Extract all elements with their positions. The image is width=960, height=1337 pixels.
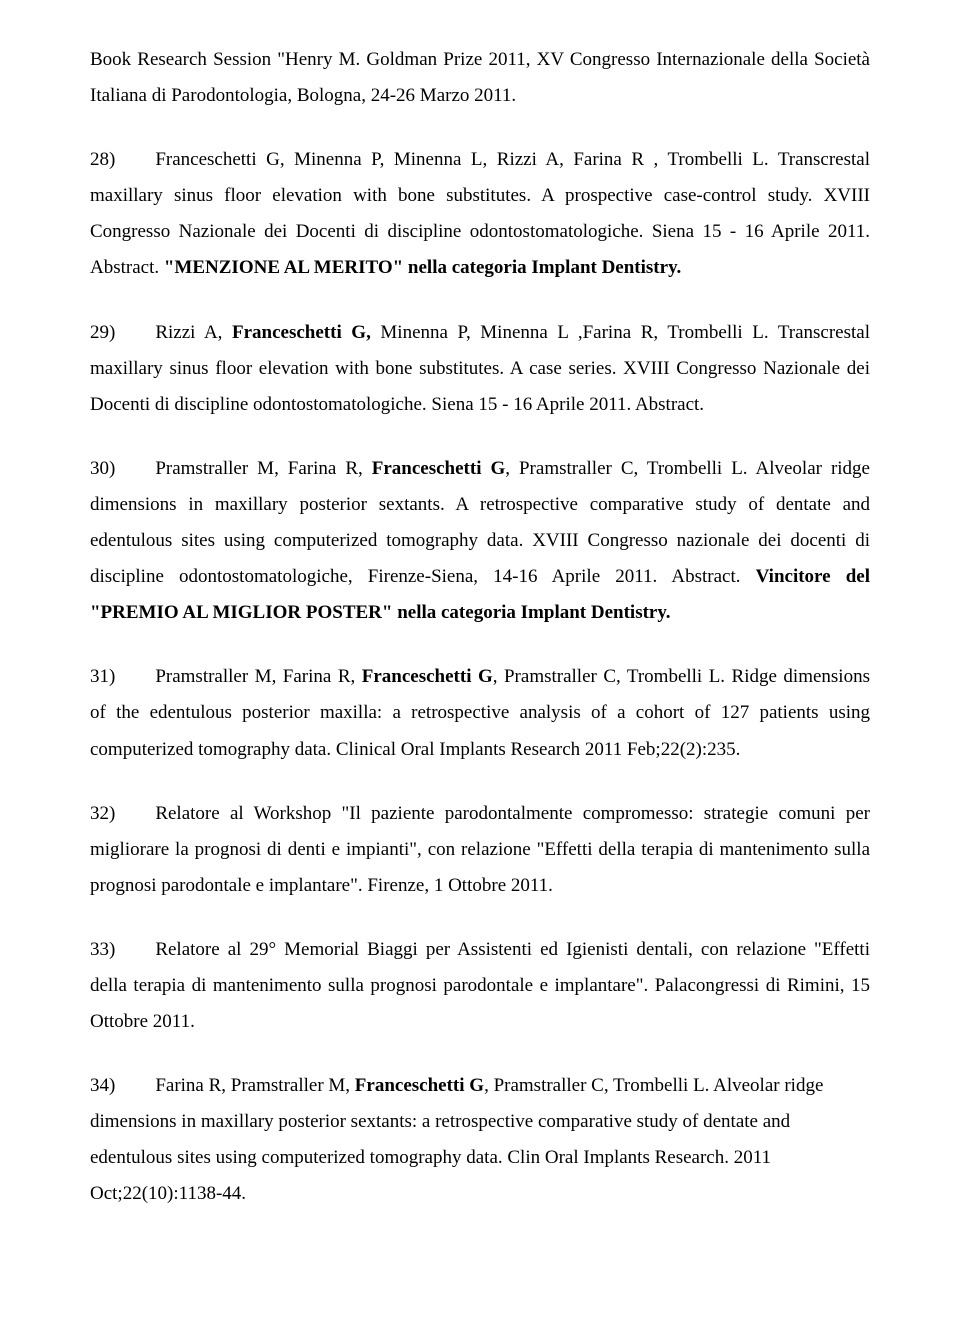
text-run: 31) bbox=[90, 666, 115, 687]
text-run: Farina R, Pramstraller M, bbox=[155, 1075, 354, 1096]
paragraph-p30: 30) Pramstraller M, Farina R, Franceschet… bbox=[90, 451, 870, 631]
text-run: Rizzi A, bbox=[155, 322, 232, 343]
paragraph-p28: 28)Franceschetti G, Minenna P, Minenna L… bbox=[90, 142, 870, 286]
text-run: Book Research Session "Henry M. Goldman … bbox=[90, 49, 870, 106]
text-run: Pramstraller M, Farina R, bbox=[155, 666, 361, 687]
paragraph-p34: 34) Farina R, Pramstraller M, Franceschet… bbox=[90, 1068, 870, 1212]
text-run: 33) bbox=[90, 939, 115, 960]
document-body: Book Research Session "Henry M. Goldman … bbox=[90, 42, 870, 1213]
text-run: Relatore al Workshop "Il paziente parodo… bbox=[90, 803, 870, 896]
text-run: "MENZIONE AL MERITO" nella categoria Imp… bbox=[164, 257, 681, 278]
text-run: Relatore al 29° Memorial Biaggi per Assi… bbox=[90, 939, 870, 1032]
paragraph-p33: 33)Relatore al 29° Memorial Biaggi per A… bbox=[90, 932, 870, 1040]
text-run: Franceschetti G bbox=[362, 666, 493, 687]
text-run: Pramstraller M, Farina R, bbox=[155, 458, 371, 479]
text-run: 28) bbox=[90, 149, 115, 170]
paragraph-p31: 31) Pramstraller M, Farina R, Franceschet… bbox=[90, 659, 870, 767]
text-run: 30) bbox=[90, 458, 115, 479]
text-run: 34) bbox=[90, 1075, 115, 1096]
paragraph-p32: 32)Relatore al Workshop "Il paziente par… bbox=[90, 796, 870, 904]
paragraph-p0: Book Research Session "Henry M. Goldman … bbox=[90, 42, 870, 114]
paragraph-p29: 29)Rizzi A, Franceschetti G, Minenna P, … bbox=[90, 315, 870, 423]
text-run: 29) bbox=[90, 322, 115, 343]
text-run: Franceschetti G, bbox=[232, 322, 371, 343]
text-run: Franceschetti G bbox=[372, 458, 506, 479]
text-run: Franceschetti G bbox=[355, 1075, 484, 1096]
text-run: 32) bbox=[90, 803, 115, 824]
